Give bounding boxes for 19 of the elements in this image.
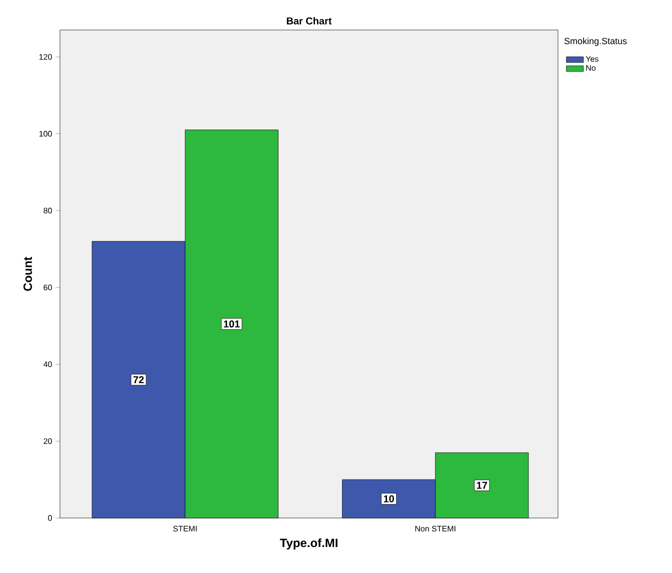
y-axis-title: Count xyxy=(23,256,32,291)
data-label: 101 xyxy=(224,320,240,328)
legend-label: Yes xyxy=(586,56,598,62)
y-tick-label: 100 xyxy=(39,130,52,137)
data-label: 72 xyxy=(133,376,144,384)
y-tick-label: 0 xyxy=(48,515,52,521)
data-label: 17 xyxy=(476,482,488,489)
y-tick-label: 80 xyxy=(44,208,52,214)
y-tick-label: 60 xyxy=(44,284,52,290)
y-tick-label: 120 xyxy=(39,54,52,60)
legend-label: No xyxy=(586,65,596,71)
chart-title: Bar Chart xyxy=(286,17,332,24)
y-tick-label: 20 xyxy=(44,438,52,444)
legend-title: Smoking.Status xyxy=(564,38,627,46)
x-tick-label: Non STEMI xyxy=(415,526,456,532)
x-tick-label: STEMI xyxy=(173,526,197,532)
y-tick-label: 40 xyxy=(43,361,52,368)
x-axis-title: Type.of.MI xyxy=(280,538,338,550)
data-label: 10 xyxy=(384,495,394,502)
